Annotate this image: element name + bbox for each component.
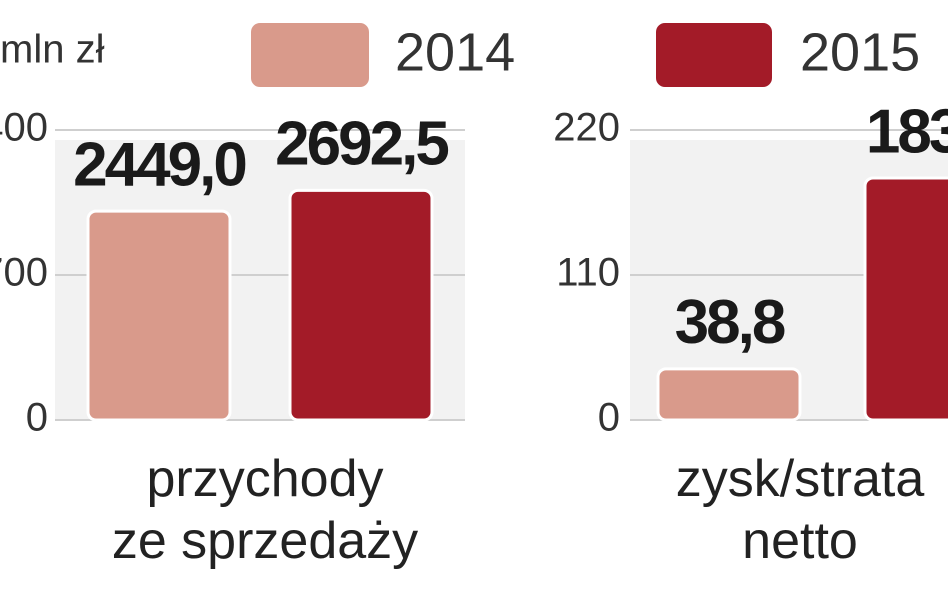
y-tick-label: 220 xyxy=(553,106,620,150)
value-label: 183,6 xyxy=(866,97,948,166)
y-tick-label: 0 xyxy=(598,396,620,440)
legend-label: 2014 xyxy=(395,22,515,82)
bar xyxy=(86,209,232,422)
legend-label: 2015 xyxy=(800,22,920,82)
value-label: 2692,5 xyxy=(275,110,448,179)
y-tick-label: 0 xyxy=(26,396,48,440)
value-label: 38,8 xyxy=(675,288,785,357)
legend-swatch xyxy=(654,21,774,89)
y-tick-label: 3400 xyxy=(0,106,48,150)
bar xyxy=(863,176,948,422)
legend-swatch xyxy=(249,21,371,89)
bar xyxy=(656,367,802,422)
unit-label: mln zł xyxy=(0,28,105,72)
y-tick-label: 110 xyxy=(556,251,620,295)
category-label: przychody ze sprzedaży xyxy=(111,450,419,570)
y-tick-label: 1700 xyxy=(0,251,48,295)
bar xyxy=(288,188,434,422)
category-label: zysk/strata netto xyxy=(675,450,925,570)
value-label: 2449,0 xyxy=(73,130,245,199)
